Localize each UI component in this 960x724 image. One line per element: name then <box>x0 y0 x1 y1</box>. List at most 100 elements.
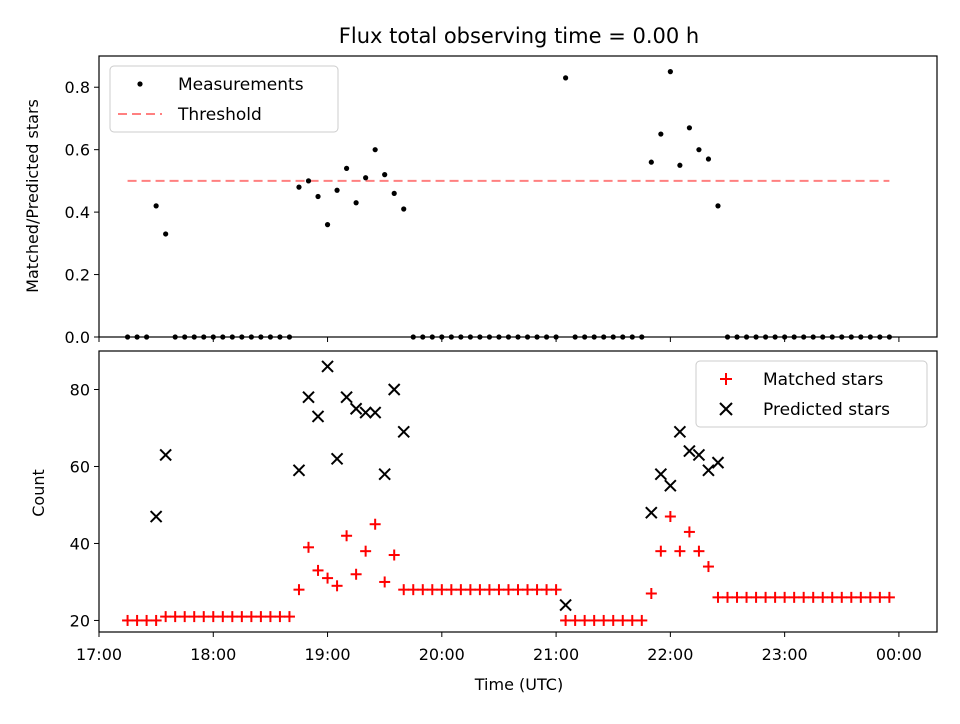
matched-stars-point <box>350 568 362 580</box>
predicted-stars-point <box>559 598 572 612</box>
bottom-legend: Matched stars Predicted stars <box>695 360 928 428</box>
predicted-stars-point <box>311 410 325 423</box>
bottom-legend-box <box>695 360 928 428</box>
matched-stars-point <box>788 591 800 603</box>
bottom-y-tick-label: 80 <box>70 380 90 399</box>
matched-stars-point <box>702 561 714 573</box>
matched-stars-point <box>522 584 534 596</box>
matched-stars-point <box>369 518 381 530</box>
matched-stars-point <box>436 584 448 596</box>
matched-stars-point <box>817 591 829 603</box>
predicted-stars-point <box>378 467 391 481</box>
measurement-point <box>686 125 693 131</box>
measurement-point <box>401 206 407 212</box>
matched-stars-point <box>560 614 572 626</box>
top-y-tick-label: 0.6 <box>65 141 90 160</box>
matched-stars-point <box>807 591 819 603</box>
matched-stars-point <box>388 549 400 561</box>
legend-predicted-marker <box>719 402 733 416</box>
predicted-stars-point <box>673 425 687 439</box>
x-tick-label: 21:00 <box>533 645 579 664</box>
top-legend: Measurements Threshold <box>109 65 339 133</box>
predicted-stars-point <box>387 383 401 396</box>
legend-matched-marker <box>720 373 732 385</box>
matched-stars-point <box>645 588 657 600</box>
matched-stars-point <box>607 614 619 626</box>
matched-stars-point <box>426 584 438 596</box>
x-tick-label: 00:00 <box>876 645 922 664</box>
matched-stars-point <box>722 591 733 603</box>
measurement-point <box>363 175 369 181</box>
matched-stars-point <box>464 584 476 596</box>
predicted-stars-point <box>711 456 725 469</box>
measurement-point <box>382 172 388 178</box>
matched-stars-point <box>150 614 162 626</box>
predicted-stars-point <box>149 510 163 523</box>
matched-stars-point <box>341 530 353 542</box>
x-tick-label: 18:00 <box>190 645 236 664</box>
matched-stars-point <box>226 611 238 623</box>
top-legend-box <box>109 65 339 133</box>
matched-stars-point <box>483 584 495 596</box>
matched-stars-point <box>455 584 467 596</box>
top-axes-frame <box>98 55 938 338</box>
matched-stars-point <box>864 591 876 603</box>
measurement-point <box>153 203 159 209</box>
measurement-point <box>315 193 321 200</box>
matched-stars-point <box>236 611 248 623</box>
matched-stars-point <box>845 591 857 603</box>
matched-stars-point <box>760 591 772 603</box>
predicted-stars-point <box>340 390 353 404</box>
top-panel: Flux total observing time = 0.00 h Match… <box>23 24 938 347</box>
matched-stars-point <box>769 591 781 603</box>
matched-stars-point <box>731 591 743 603</box>
matched-stars-point <box>712 591 724 603</box>
measurement-point <box>343 165 350 171</box>
top-y-tick-label: 0.0 <box>65 328 90 347</box>
matched-stars-point <box>407 584 419 596</box>
measurement-point <box>372 147 378 153</box>
matched-stars-point <box>836 591 848 603</box>
measurement-point <box>391 190 397 196</box>
legend-measurements-label: Measurements <box>178 75 304 95</box>
matched-stars-point <box>598 614 610 626</box>
matched-stars-point <box>683 526 695 538</box>
matched-stars-point <box>274 611 286 623</box>
matched-stars-point <box>322 572 334 584</box>
x-tick-label: 23:00 <box>762 645 808 664</box>
matched-stars-point <box>198 611 210 623</box>
matched-stars-point <box>141 614 153 626</box>
matched-stars-point <box>264 611 276 623</box>
matched-stars-point <box>779 591 791 603</box>
predicted-stars-point <box>330 452 344 465</box>
predicted-stars-point <box>397 425 410 439</box>
matched-stars-point <box>502 584 514 596</box>
matched-stars-point <box>617 614 629 626</box>
matched-stars-point <box>360 545 372 557</box>
bottom-y-tick-label: 20 <box>70 611 90 630</box>
matched-stars-point <box>741 591 753 603</box>
matched-stars-point <box>531 584 543 596</box>
measurement-point <box>705 156 712 162</box>
predicted-stars-point <box>702 464 715 477</box>
matched-stars-point <box>883 591 895 603</box>
predicted-stars-point <box>321 360 334 373</box>
matched-stars-point <box>798 591 810 603</box>
matched-stars-point <box>379 576 391 588</box>
matched-stars-point <box>569 614 581 626</box>
matched-stars-point <box>874 591 886 603</box>
matched-stars-point <box>169 611 181 623</box>
predicted-stars-point <box>359 406 372 419</box>
measurement-point <box>163 231 169 237</box>
measurement-point <box>658 131 664 137</box>
matched-stars-point <box>664 511 676 523</box>
measurement-point <box>296 184 302 190</box>
x-tick-label: 19:00 <box>304 645 350 664</box>
measurement-point <box>563 75 569 81</box>
legend-measurements-marker <box>137 81 143 87</box>
chart-title: Flux total observing time = 0.00 h <box>339 24 699 48</box>
matched-stars-point <box>750 591 762 603</box>
matched-stars-point <box>445 584 457 596</box>
matched-stars-point <box>245 611 257 623</box>
